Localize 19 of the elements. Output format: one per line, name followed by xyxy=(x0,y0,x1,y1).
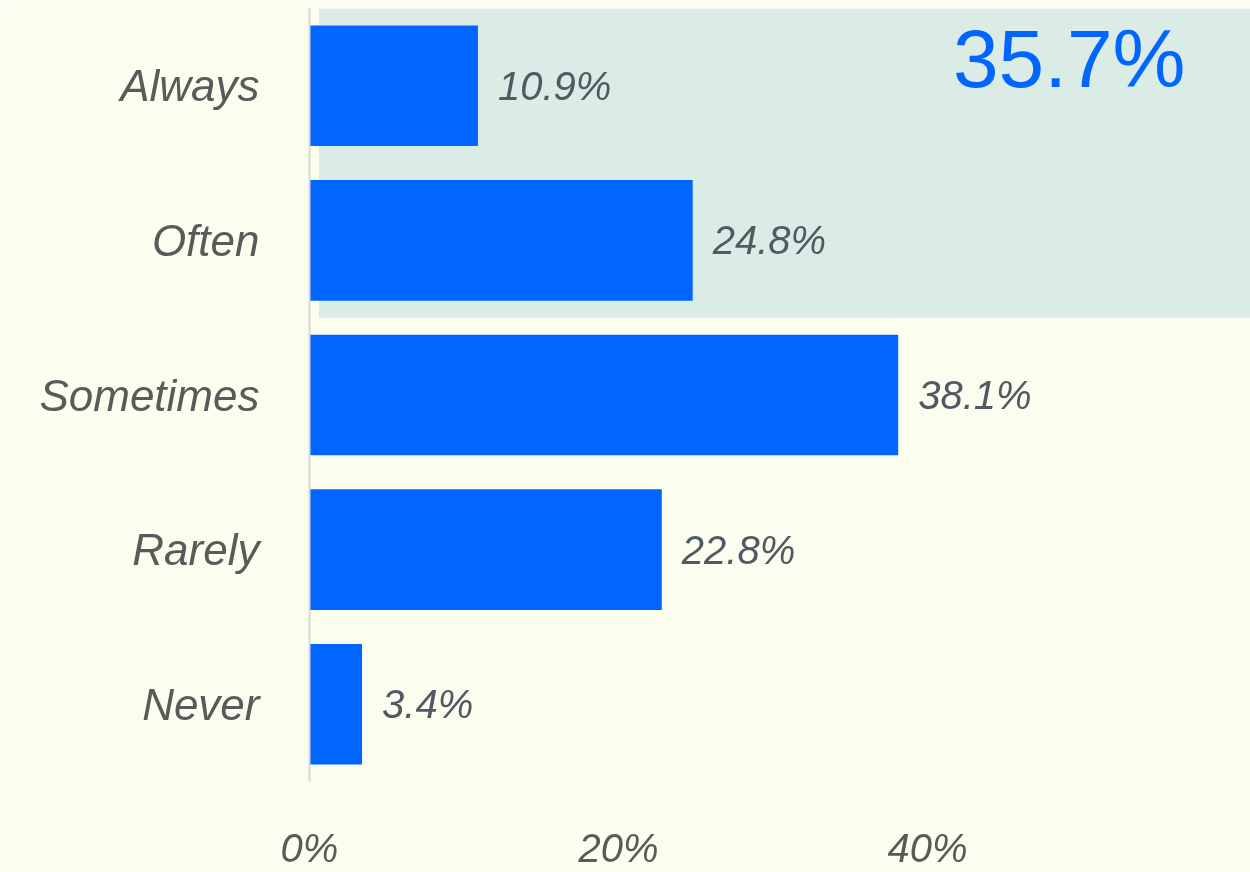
data-label: 10.9% xyxy=(497,63,612,108)
data-label: 38.1% xyxy=(918,373,1032,417)
y-tick-label: Rarely xyxy=(132,525,263,575)
x-tick-label: 40% xyxy=(887,825,968,870)
y-tick-label: Often xyxy=(151,215,260,265)
x-tick-label: 20% xyxy=(577,825,659,870)
bar xyxy=(309,643,363,765)
data-label: 22.8% xyxy=(680,527,796,572)
y-tick-label: Sometimes xyxy=(39,370,260,420)
data-label: 3.4% xyxy=(382,682,474,727)
x-tick-label: 0% xyxy=(280,825,339,870)
bar xyxy=(309,489,662,610)
bar xyxy=(309,180,693,301)
band-label: 35.7% xyxy=(952,13,1186,104)
data-label: 24.8% xyxy=(711,218,827,263)
bar xyxy=(309,25,478,147)
bar xyxy=(309,334,899,456)
y-tick-label: Never xyxy=(142,679,262,729)
y-tick-label: Always xyxy=(117,61,260,111)
